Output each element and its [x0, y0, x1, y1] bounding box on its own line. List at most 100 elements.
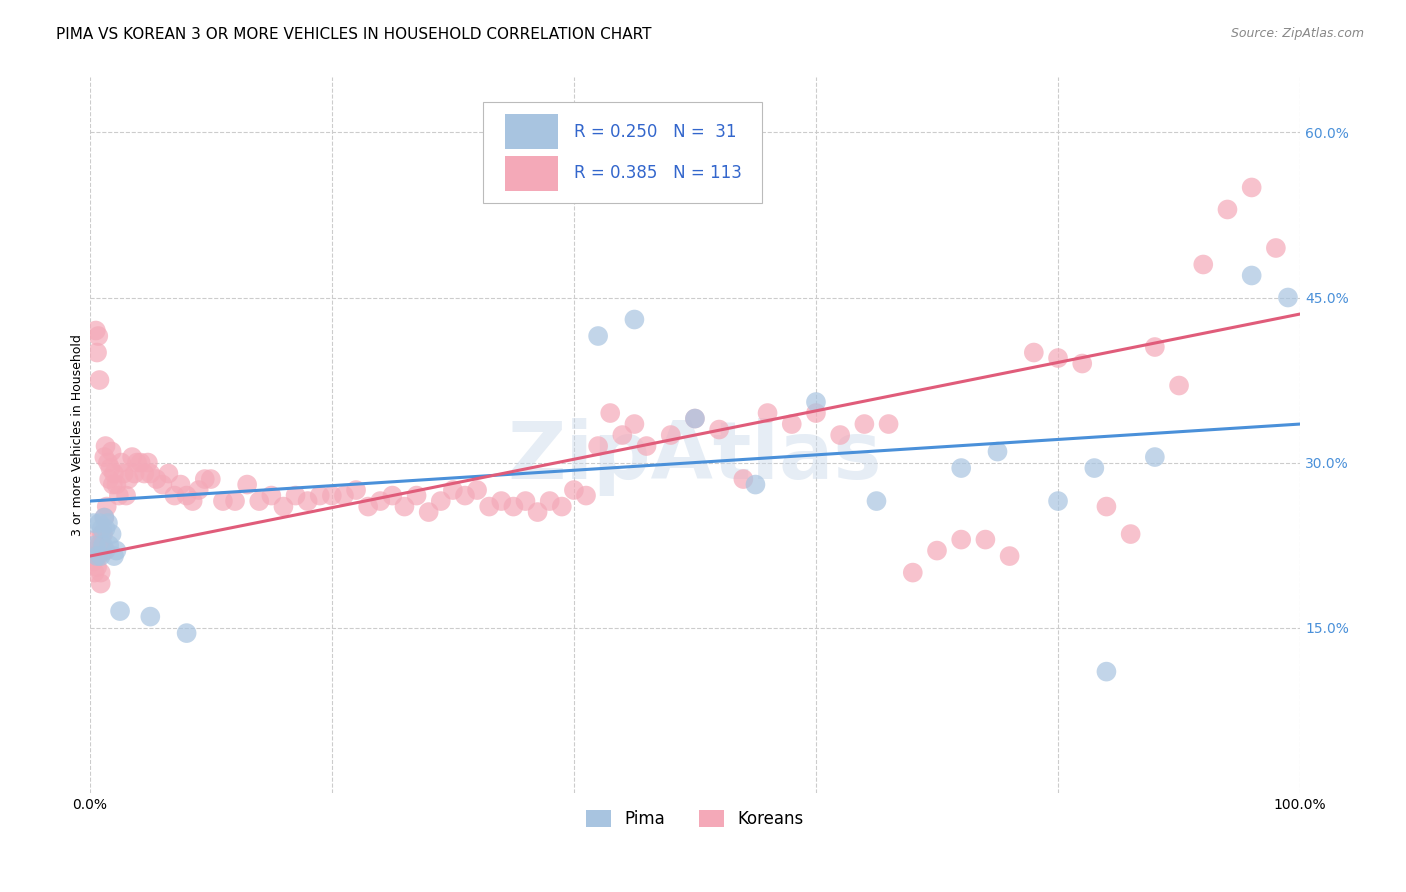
Point	[986, 444, 1008, 458]
Point	[90, 538, 112, 552]
Point	[538, 494, 561, 508]
Point	[381, 489, 404, 503]
Point	[101, 477, 124, 491]
Point	[82, 516, 104, 530]
Point	[830, 428, 852, 442]
Point	[368, 494, 391, 508]
Point	[103, 467, 125, 481]
Point	[176, 489, 198, 503]
Point	[82, 549, 104, 563]
Point	[1240, 180, 1263, 194]
Point	[394, 500, 416, 514]
Point	[418, 505, 440, 519]
Point	[194, 472, 217, 486]
Point	[105, 543, 128, 558]
Point	[1047, 351, 1070, 365]
Point	[612, 428, 634, 442]
Point	[86, 560, 108, 574]
Point	[1095, 665, 1118, 679]
Point	[877, 417, 900, 431]
Text: ZipAtlas: ZipAtlas	[508, 417, 882, 495]
Point	[599, 406, 621, 420]
Text: R = 0.250   N =  31: R = 0.250 N = 31	[574, 123, 737, 141]
Point	[1240, 268, 1263, 283]
Point	[157, 467, 180, 481]
Point	[284, 489, 307, 503]
Point	[562, 483, 585, 497]
Point	[121, 450, 143, 464]
Point	[998, 549, 1021, 563]
Point	[925, 543, 948, 558]
Point	[134, 467, 156, 481]
Point	[1071, 357, 1094, 371]
Point	[93, 510, 115, 524]
Point	[659, 428, 682, 442]
Point	[163, 489, 186, 503]
Point	[901, 566, 924, 580]
Point	[1047, 494, 1070, 508]
Legend: Pima, Koreans: Pima, Koreans	[579, 803, 810, 834]
Point	[86, 549, 108, 563]
Point	[125, 456, 148, 470]
Point	[87, 549, 110, 563]
Point	[865, 494, 887, 508]
Point	[100, 527, 122, 541]
Point	[974, 533, 997, 547]
Point	[136, 456, 159, 470]
Point	[623, 417, 645, 431]
Point	[1143, 340, 1166, 354]
Point	[707, 423, 730, 437]
Point	[1143, 450, 1166, 464]
Point	[124, 467, 146, 481]
Point	[321, 489, 343, 503]
Point	[91, 543, 114, 558]
Point	[87, 329, 110, 343]
Point	[1277, 291, 1299, 305]
Text: R = 0.385   N = 113: R = 0.385 N = 113	[574, 164, 742, 182]
Point	[84, 324, 107, 338]
Point	[94, 439, 117, 453]
Point	[1095, 500, 1118, 514]
Point	[139, 609, 162, 624]
Point	[1168, 378, 1191, 392]
Point	[212, 494, 235, 508]
Point	[1264, 241, 1286, 255]
Point	[1119, 527, 1142, 541]
Point	[502, 500, 524, 514]
Point	[181, 494, 204, 508]
Point	[465, 483, 488, 497]
Point	[733, 472, 755, 486]
Point	[108, 489, 131, 503]
Point	[260, 489, 283, 503]
Point	[145, 472, 167, 486]
Y-axis label: 3 or more Vehicles in Household: 3 or more Vehicles in Household	[72, 334, 84, 536]
Point	[110, 456, 132, 470]
Point	[90, 522, 112, 536]
Point	[551, 500, 574, 514]
Point	[89, 516, 111, 530]
Point	[100, 444, 122, 458]
Point	[115, 489, 138, 503]
Point	[90, 549, 112, 563]
Point	[441, 483, 464, 497]
Point	[333, 489, 356, 503]
Point	[93, 510, 115, 524]
Point	[97, 516, 120, 530]
Point	[224, 494, 246, 508]
Point	[454, 489, 477, 503]
Point	[117, 472, 139, 486]
Point	[297, 494, 319, 508]
Point	[586, 329, 609, 343]
Point	[98, 461, 121, 475]
Point	[152, 477, 174, 491]
Text: PIMA VS KOREAN 3 OR MORE VEHICLES IN HOUSEHOLD CORRELATION CHART: PIMA VS KOREAN 3 OR MORE VEHICLES IN HOU…	[56, 27, 652, 42]
Point	[950, 533, 973, 547]
Point	[1216, 202, 1239, 217]
Point	[139, 467, 162, 481]
Point	[1192, 258, 1215, 272]
Point	[82, 555, 104, 569]
Point	[89, 538, 111, 552]
Point	[94, 522, 117, 536]
Point	[526, 505, 548, 519]
Point	[1022, 345, 1045, 359]
